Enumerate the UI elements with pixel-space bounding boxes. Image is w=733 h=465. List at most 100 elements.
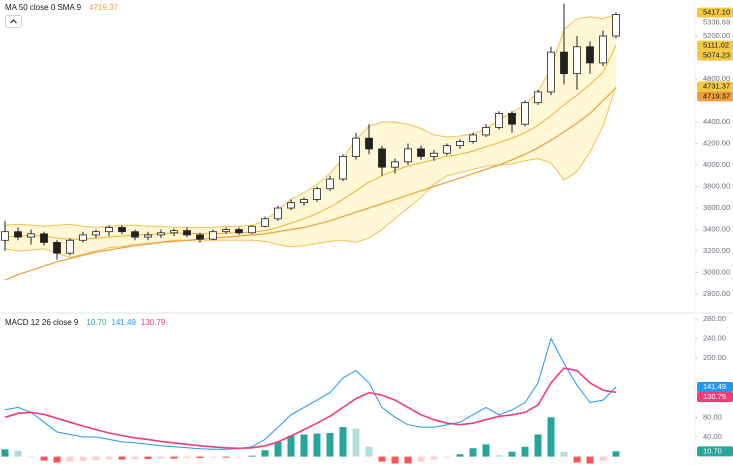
candle-body	[144, 234, 152, 238]
candle-body	[495, 113, 503, 128]
y-tick-label: 3000.00	[703, 268, 730, 277]
macd-header-value: 141.49	[111, 318, 136, 327]
histogram-bar	[170, 456, 178, 459]
candle-body	[105, 226, 113, 233]
price-label: 5417.10	[703, 8, 730, 17]
candle-body	[443, 145, 451, 154]
price-label-box	[697, 446, 733, 457]
candle-body	[534, 91, 542, 104]
y-tick-label: 4800.00	[703, 74, 730, 83]
histogram-bar	[365, 446, 373, 457]
price-label: 4719.37	[703, 91, 730, 100]
collapse-button-box[interactable]	[5, 15, 22, 28]
candle-body	[391, 161, 399, 168]
histogram-bar	[287, 435, 295, 457]
price-label: 130.79	[703, 392, 726, 401]
candle-body	[118, 226, 126, 233]
y-tick-label: 3800.00	[703, 182, 730, 191]
candle-body	[157, 232, 165, 236]
macd-line	[4, 337, 617, 450]
histogram-bar	[586, 456, 594, 464]
histogram-bar	[157, 456, 165, 459]
candle-body	[300, 199, 308, 204]
indicator-value: 4719.37	[89, 3, 118, 12]
histogram-bar	[118, 456, 126, 460]
histogram-bar	[417, 456, 425, 462]
band-upper	[4, 14, 617, 228]
candle-body	[378, 148, 386, 168]
candle-body	[287, 202, 295, 209]
collapse-chevron	[10, 19, 17, 24]
histogram-bar	[560, 451, 568, 457]
candle-body	[40, 233, 48, 243]
y-tick-label: 280.00	[703, 314, 726, 323]
moving-average	[4, 87, 617, 281]
histogram-bar	[508, 451, 516, 457]
candle-body	[53, 242, 61, 254]
candle-body	[131, 231, 139, 238]
histogram-bar	[66, 456, 74, 462]
histogram-bar	[209, 456, 217, 458]
histogram-bar	[53, 456, 61, 463]
y-tick-label: 3600.00	[703, 203, 730, 212]
histogram-bar	[482, 444, 490, 457]
histogram-bar	[196, 456, 204, 459]
y-tick-label: 80.00	[703, 412, 722, 421]
histogram-bar	[248, 455, 256, 457]
histogram-bar	[235, 456, 243, 458]
y-tick-label: 40.00	[703, 432, 722, 441]
histogram-bar	[547, 417, 555, 457]
price-label: 141.49	[703, 382, 726, 391]
histogram-bar	[443, 456, 451, 458]
candle-body	[170, 230, 178, 234]
histogram-bar	[131, 456, 139, 460]
macd-title: MACD 12 26 close 9	[5, 318, 79, 327]
candle-body	[66, 239, 74, 254]
histogram-bar	[352, 428, 360, 457]
candle-body	[339, 156, 347, 180]
candle-body	[1, 231, 9, 241]
y-tick-label: 200.00	[703, 353, 726, 362]
y-tick-label: 3400.00	[703, 225, 730, 234]
histogram-bar	[469, 448, 477, 457]
price-label-box	[697, 392, 733, 403]
histogram-bar	[430, 456, 438, 460]
candle-body	[326, 178, 334, 190]
price-label-box	[697, 40, 733, 51]
price-label-box	[697, 50, 733, 61]
band-lower	[4, 86, 617, 259]
candle-body	[430, 152, 438, 157]
candle-body	[235, 229, 243, 234]
candle-body	[560, 51, 568, 75]
price-label-box	[697, 7, 733, 18]
histogram-bar	[326, 433, 334, 457]
candle-body	[586, 46, 594, 64]
candle-body	[92, 231, 100, 236]
y-tick-label: 5200.00	[703, 31, 730, 40]
candle-body	[508, 113, 516, 125]
histogram-bar	[92, 456, 100, 461]
candle-body	[599, 35, 607, 64]
candle-body	[456, 140, 464, 147]
macd-header-value: 10.70	[86, 318, 107, 327]
histogram-bar	[79, 456, 87, 462]
y-tick-label: 2800.00	[703, 289, 730, 298]
histogram-bar	[274, 441, 282, 457]
band-basis	[4, 45, 617, 240]
histogram-bar	[261, 450, 269, 457]
histogram-bar	[105, 456, 113, 460]
collapse-button[interactable]	[5, 15, 22, 28]
candle-body	[183, 230, 191, 236]
price-label: 4731.37	[703, 81, 730, 90]
candle-body	[521, 102, 529, 125]
price-label-box	[697, 382, 733, 393]
indicator-title: MA 50 close 0 SMA 9	[5, 3, 82, 12]
histogram-bar	[404, 456, 412, 464]
histogram-bar	[1, 449, 9, 457]
candle-body	[222, 229, 230, 233]
y-tick-label: 4200.00	[703, 139, 730, 148]
histogram-bar	[378, 456, 386, 462]
candle-body	[547, 51, 555, 93]
candle-body	[209, 231, 217, 240]
candle-body	[612, 14, 620, 37]
